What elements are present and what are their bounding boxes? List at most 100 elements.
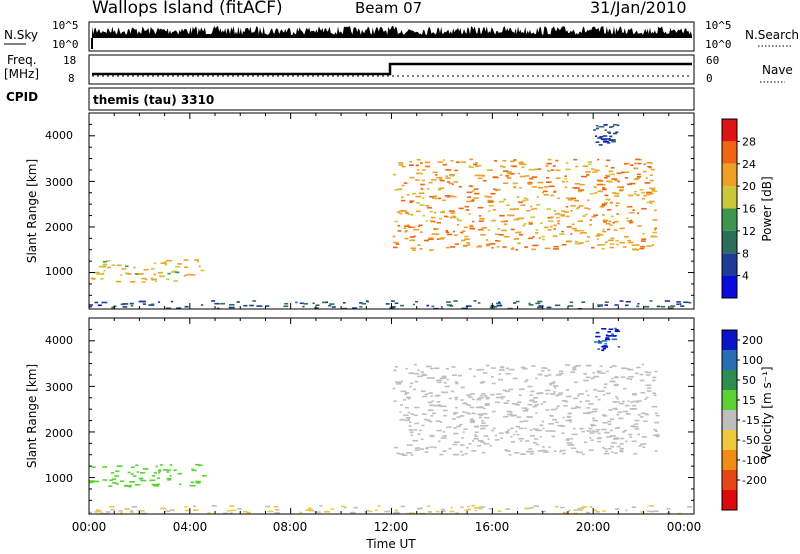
heatmap-cell bbox=[576, 406, 581, 409]
heatmap-cell bbox=[589, 219, 592, 221]
heatmap-cell bbox=[596, 238, 600, 240]
heatmap-cell bbox=[643, 442, 646, 445]
heatmap-cell bbox=[420, 172, 424, 175]
heatmap-cell bbox=[596, 233, 601, 235]
heatmap-cell bbox=[411, 372, 414, 374]
heatmap-cell bbox=[601, 183, 606, 186]
heatmap-cell bbox=[330, 508, 335, 510]
heatmap-cell bbox=[537, 300, 543, 303]
heatmap-cell bbox=[425, 165, 430, 168]
heatmap-cell bbox=[426, 377, 432, 379]
heatmap-cell bbox=[429, 446, 434, 448]
heatmap-cell bbox=[405, 392, 410, 394]
heatmap-cell bbox=[392, 235, 396, 238]
heatmap-cell bbox=[397, 188, 403, 191]
freq-tick-high: 18 bbox=[63, 54, 76, 67]
heatmap-cell bbox=[473, 507, 479, 509]
heatmap-cell bbox=[609, 126, 613, 128]
heatmap-cell bbox=[645, 177, 648, 179]
heatmap-cell bbox=[548, 220, 554, 222]
heatmap-cell bbox=[461, 307, 467, 310]
heatmap-cell bbox=[605, 198, 611, 201]
heatmap-cell bbox=[515, 249, 518, 251]
heatmap-cell bbox=[464, 235, 469, 238]
heatmap-cell bbox=[617, 411, 623, 413]
heatmap-cell bbox=[607, 335, 613, 337]
heatmap-cell bbox=[631, 244, 636, 246]
heatmap-cell bbox=[416, 169, 419, 171]
heatmap-cell bbox=[514, 186, 517, 189]
colorbar-swatch bbox=[722, 330, 737, 350]
heatmap-cell bbox=[600, 372, 606, 374]
heatmap-cell bbox=[509, 411, 513, 414]
heatmap-cell bbox=[113, 305, 117, 307]
heatmap-cell bbox=[499, 214, 505, 217]
heatmap-cell bbox=[609, 135, 613, 138]
heatmap-cell bbox=[574, 183, 580, 185]
heatmap-cell bbox=[490, 192, 496, 195]
heatmap-cell bbox=[359, 302, 363, 304]
heatmap-cell bbox=[485, 364, 490, 367]
heatmap-cell bbox=[441, 508, 445, 511]
heatmap-cell bbox=[565, 162, 569, 164]
freq-tick-low: 8 bbox=[68, 72, 75, 85]
heatmap-cell bbox=[602, 446, 605, 449]
heatmap-cell bbox=[543, 451, 549, 453]
heatmap-cell bbox=[619, 402, 625, 405]
heatmap-cell bbox=[640, 511, 643, 513]
heatmap-cell bbox=[444, 215, 448, 218]
heatmap-cell bbox=[404, 393, 407, 395]
heatmap-cell bbox=[166, 259, 173, 262]
heatmap-cell bbox=[643, 194, 648, 197]
heatmap-cell bbox=[528, 237, 533, 240]
heatmap-cell bbox=[164, 261, 167, 263]
heatmap-cell bbox=[565, 389, 570, 391]
heatmap-cell bbox=[640, 245, 646, 248]
heatmap-cell bbox=[467, 413, 471, 415]
heatmap-cell bbox=[544, 186, 549, 188]
heatmap-cell bbox=[323, 511, 330, 513]
heatmap-cell bbox=[556, 393, 562, 396]
heatmap-cell bbox=[591, 215, 597, 218]
heatmap-cell bbox=[539, 436, 542, 438]
heatmap-cell bbox=[405, 396, 411, 399]
heatmap-cell bbox=[327, 304, 332, 307]
heatmap-cell bbox=[555, 407, 558, 409]
heatmap-cell bbox=[396, 452, 401, 455]
heatmap-cell bbox=[175, 265, 181, 268]
heatmap-cell bbox=[619, 450, 624, 453]
heatmap-cell bbox=[177, 263, 182, 265]
heatmap-cell bbox=[471, 450, 477, 452]
heatmap-cell bbox=[283, 305, 289, 308]
heatmap-cell bbox=[614, 452, 618, 454]
heatmap-cell bbox=[366, 300, 369, 303]
heatmap-cell bbox=[615, 508, 620, 510]
heatmap-cell bbox=[496, 393, 502, 395]
heatmap-cell bbox=[426, 188, 430, 190]
heatmap-cell bbox=[502, 389, 507, 392]
heatmap-cell bbox=[612, 335, 616, 337]
heatmap-cell bbox=[603, 124, 608, 126]
heatmap-cell bbox=[572, 205, 576, 207]
heatmap-cell bbox=[589, 224, 592, 226]
heatmap-cell bbox=[461, 437, 464, 439]
heatmap-cell bbox=[409, 385, 412, 388]
heatmap-cell bbox=[643, 420, 648, 423]
heatmap-cell bbox=[424, 451, 429, 453]
heatmap-cell bbox=[502, 159, 507, 162]
heatmap-cell bbox=[413, 388, 416, 391]
heatmap-cell bbox=[526, 199, 529, 201]
heatmap-cell bbox=[140, 479, 147, 482]
heatmap-cell bbox=[553, 450, 557, 452]
heatmap-cell bbox=[452, 230, 455, 233]
heatmap-cell bbox=[561, 243, 567, 246]
heatmap-cell bbox=[422, 169, 426, 171]
heatmap-cell bbox=[442, 159, 445, 161]
heatmap-cell bbox=[570, 437, 574, 440]
heatmap-cell bbox=[537, 168, 542, 170]
heatmap-cell bbox=[464, 238, 470, 240]
heatmap-cell bbox=[106, 260, 111, 262]
heatmap-cell bbox=[450, 390, 455, 393]
heatmap-cell bbox=[548, 446, 551, 448]
